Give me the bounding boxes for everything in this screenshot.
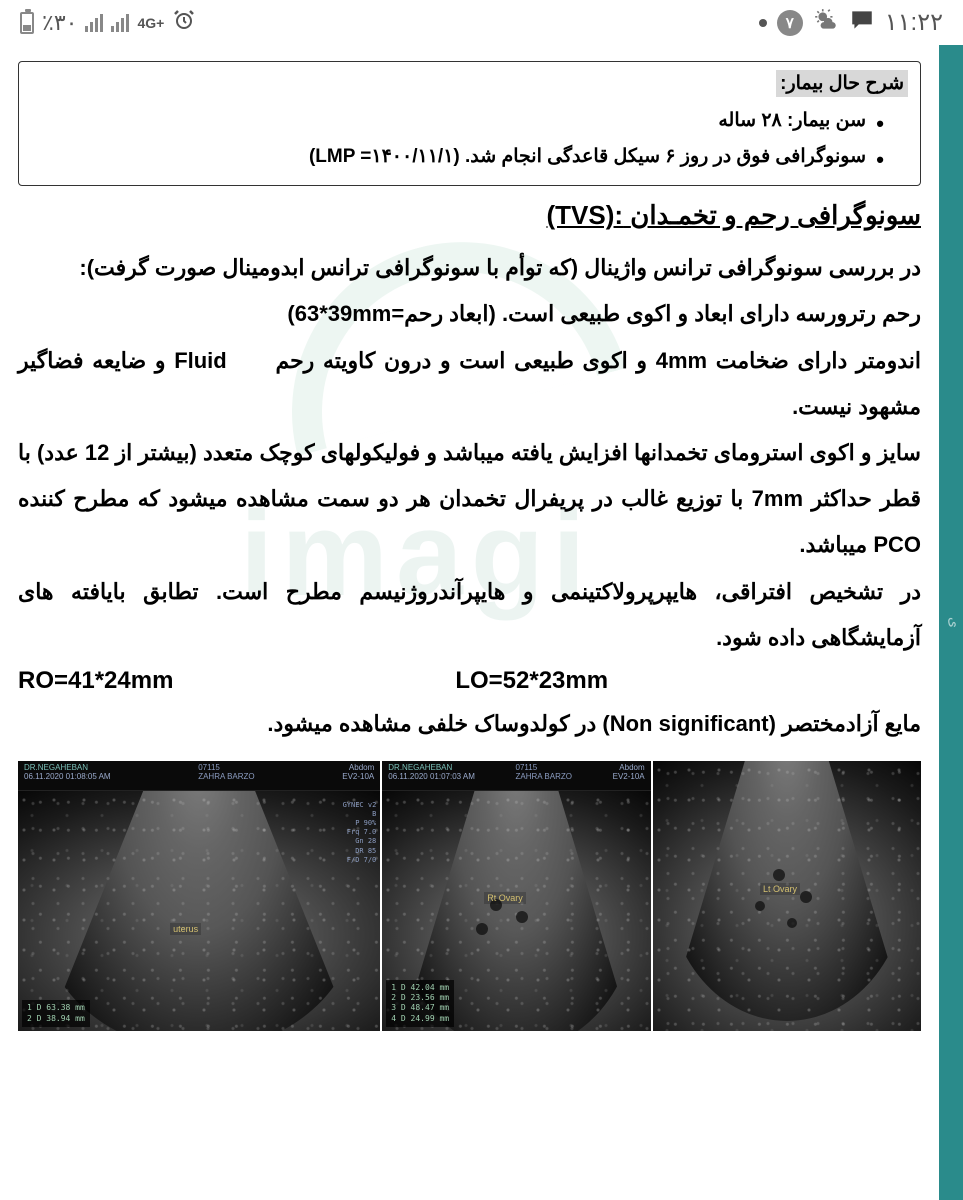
us-m1-l1: 1 D 63.38 mm	[27, 1003, 85, 1013]
side-item-0: ی	[947, 617, 963, 628]
us-header-2: DR.NEGAHEBAN 06.11.2020 01:07:03 AM 0711…	[382, 761, 650, 791]
us-date-2: 06.11.2020 01:07:03 AM	[388, 772, 475, 781]
us-probe-2: EV2-10A	[613, 772, 645, 781]
ff-a: مایع آزادمختصر	[782, 711, 921, 736]
section-heading: سونوگرافی رحم و تخمـدان (TVS):	[18, 200, 921, 231]
clock-time: ١١:٢٢	[885, 8, 943, 37]
chat-icon	[849, 7, 875, 39]
signal-bars-1	[85, 14, 103, 32]
us-measure-1: 1 D 63.38 mm 2 D 38.94 mm	[22, 1000, 90, 1027]
notification-count: ٧	[777, 10, 803, 36]
us-side-info: GYNEC v2 B P 90% Frq 7.0 Gn 28 DR 85 F/D…	[343, 801, 377, 865]
report-line-5: در تشخیص افتراقی، هایپرپرولاکتینمی و های…	[18, 569, 921, 661]
us-patient-2: ZAHRA BARZO	[516, 772, 572, 781]
rl4-e: با توزیع غالب در پریفرال تخمدان هر دو سم…	[18, 486, 743, 511]
us-label-uterus: uterus	[170, 923, 201, 935]
ultrasound-panel-3: Lt Ovary	[653, 761, 921, 1031]
alarm-icon	[172, 8, 196, 38]
patient-box-title: شرح حال بیمار:	[776, 70, 908, 97]
us-image-3: Lt Ovary	[653, 761, 921, 1031]
measurements-row: RO=41*24mm LO=52*23mm	[18, 667, 921, 695]
rl2-a: رحم رترورسه دارای ابعاد و اکوی طبیعی است…	[391, 301, 921, 326]
us-header-1: DR.NEGAHEBAN 06.11.2020 01:08:05 AM 0711…	[18, 761, 380, 791]
ultrasound-row: DR.NEGAHEBAN 06.11.2020 01:08:05 AM 0711…	[18, 761, 921, 1031]
heading-fa: سونوگرافی رحم و تخمـدان	[630, 200, 921, 230]
us-image-2: Rt Ovary 1 D 42.04 mm 2 D 23.56 mm 3 D 4…	[382, 791, 650, 1031]
rl4-g: میباشد.	[799, 532, 867, 557]
signal-bars-2	[111, 14, 129, 32]
status-left: ٪٣٠ 4G+	[20, 8, 196, 38]
us-probe-1: EV2-10A	[342, 772, 374, 781]
us-patient-1: ZAHRA BARZO	[198, 772, 254, 781]
bullet-lmp-date: (LMP =۱۴۰۰/۱۱/۱)	[309, 146, 460, 167]
report-line-2: رحم رترورسه دارای ابعاد و اکوی طبیعی است…	[18, 291, 921, 337]
report-body: در بررسی سونوگرافی ترانس واژینال (که توأ…	[18, 245, 921, 661]
us-date-1: 06.11.2020 01:08:05 AM	[24, 772, 111, 781]
us-mode-2: Abdom	[613, 763, 645, 772]
us-m2-l3: 3 D 48.47 mm	[391, 1003, 449, 1013]
rl3-b: 4mm	[656, 348, 707, 373]
us-image-1: GYNEC v2 B P 90% Frq 7.0 Gn 28 DR 85 F/D…	[18, 791, 380, 1031]
measurement-ro: RO=41*24mm	[18, 667, 415, 695]
ultrasound-panel-1: DR.NEGAHEBAN 06.11.2020 01:08:05 AM 0711…	[18, 761, 380, 1031]
rl4-b: 12	[85, 440, 109, 465]
report-line-4: سایز و اکوی استرومای تخمدانها افزایش یاف…	[18, 430, 921, 569]
us-m1-l2: 2 D 38.94 mm	[27, 1014, 85, 1024]
network-label: 4G+	[137, 15, 164, 31]
bullet-lmp-text: سونوگرافی فوق در روز ۶ سیکل قاعدگی انجام…	[465, 146, 866, 167]
rl2-b: 63*39mm	[295, 301, 392, 326]
rl4-a: سایز و اکوی استرومای تخمدانها افزایش یاف…	[115, 440, 921, 465]
free-fluid-line: مایع آزادمختصر (Non significant) در کولد…	[18, 701, 921, 747]
weather-icon	[813, 7, 839, 39]
ultrasound-panel-2: DR.NEGAHEBAN 06.11.2020 01:07:03 AM 0711…	[382, 761, 650, 1031]
us-label-lt-ovary: Lt Ovary	[760, 883, 800, 895]
us-m2-l1: 1 D 42.04 mm	[391, 983, 449, 993]
us-m2-l4: 4 D 24.99 mm	[391, 1014, 449, 1024]
us-mode-1: Abdom	[342, 763, 374, 772]
ff-b: (Non significant)	[602, 711, 776, 736]
document-content: شرح حال بیمار: سن بیمار: ۲۸ ساله سونوگرا…	[0, 45, 939, 1200]
rl2-c: )	[287, 301, 294, 326]
rl3-a: اندومتر دارای ضخامت	[716, 348, 921, 373]
rl3-d: Fluid	[174, 348, 227, 373]
rl4-d: 7mm	[752, 486, 803, 511]
us-id-1: 07115	[198, 763, 254, 772]
battery-icon	[20, 12, 34, 34]
us-label-rt-ovary: Rt Ovary	[484, 892, 526, 904]
us-dr-2: DR.NEGAHEBAN	[388, 763, 475, 772]
us-measure-2: 1 D 42.04 mm 2 D 23.56 mm 3 D 48.47 mm 4…	[386, 980, 454, 1028]
side-panel: ی ان (C) ری ان ال فی ی	[939, 45, 963, 1200]
rl4-f: PCO	[873, 532, 921, 557]
heading-en: (TVS):	[546, 200, 623, 230]
patient-history-box: شرح حال بیمار: سن بیمار: ۲۸ ساله سونوگرا…	[18, 61, 921, 186]
measurement-lo: LO=52*23mm	[415, 667, 921, 695]
us-m2-l2: 2 D 23.56 mm	[391, 993, 449, 1003]
battery-percent: ٪٣٠	[42, 10, 77, 36]
ff-c: در کولدوساک خلفی مشاهده میشود.	[267, 711, 596, 736]
dot-icon	[759, 19, 767, 27]
bullet-age: سن بیمار: ۲۸ ساله	[31, 103, 884, 139]
status-right: ٧ ١١:٢٢	[759, 7, 943, 39]
us-id-2: 07115	[516, 763, 572, 772]
report-line-3: اندومتر دارای ضخامت 4mm و اکوی طبیعی است…	[18, 338, 921, 430]
report-line-1: در بررسی سونوگرافی ترانس واژینال (که توأ…	[18, 245, 921, 291]
us-dr-1: DR.NEGAHEBAN	[24, 763, 111, 772]
rl3-c: و اکوی طبیعی است و درون کاویته رحم	[275, 348, 647, 373]
status-bar: ٪٣٠ 4G+ ٧ ١١:٢٢	[0, 0, 963, 45]
bullet-lmp: سونوگرافی فوق در روز ۶ سیکل قاعدگی انجام…	[31, 139, 884, 175]
